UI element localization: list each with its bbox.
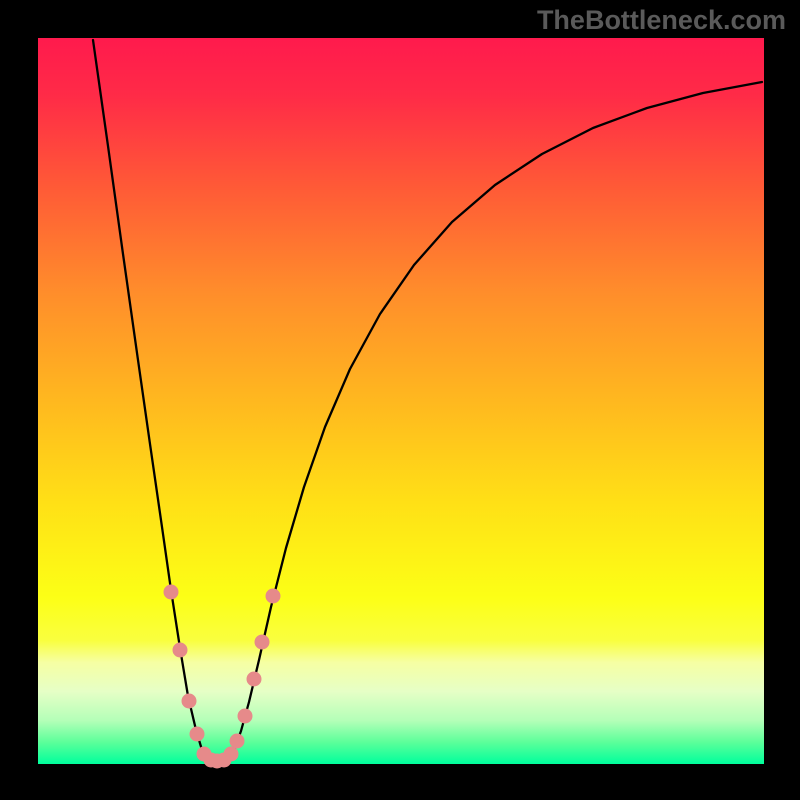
watermark-text: TheBottleneck.com [537, 5, 786, 36]
plot-background [38, 38, 764, 764]
bottleneck-chart: TheBottleneck.com [0, 0, 800, 800]
